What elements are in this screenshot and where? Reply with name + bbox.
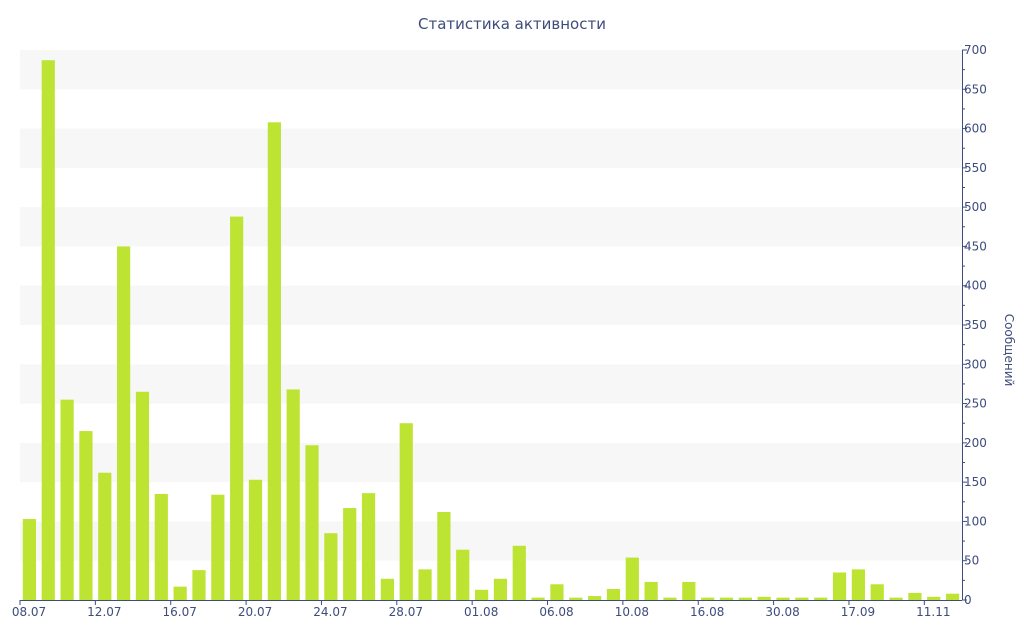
bar[interactable] [399, 423, 413, 600]
bar[interactable] [738, 597, 752, 600]
bar[interactable] [814, 597, 828, 600]
bar[interactable] [192, 570, 206, 600]
bar[interactable] [776, 597, 790, 600]
bar[interactable] [230, 216, 244, 600]
bar[interactable] [154, 493, 168, 600]
bar[interactable] [701, 597, 715, 600]
y-tick-label: 300 [964, 357, 987, 371]
bar[interactable] [437, 512, 451, 600]
x-tick-label: 16.07 [163, 605, 197, 619]
grid-band [20, 207, 962, 247]
bar[interactable] [927, 596, 941, 600]
bar[interactable] [606, 589, 621, 600]
bar[interactable] [380, 578, 394, 600]
bar[interactable] [267, 122, 281, 600]
x-tick-label: 10.08 [615, 605, 649, 619]
y-tick-label: 50 [964, 554, 979, 568]
bar[interactable] [474, 589, 489, 600]
y-tick-label: 350 [964, 318, 987, 332]
y-tick-label: 200 [964, 436, 987, 450]
bar[interactable] [79, 431, 93, 600]
bar[interactable] [456, 549, 470, 600]
bar[interactable] [663, 597, 677, 600]
bar[interactable] [908, 592, 922, 600]
bar[interactable] [41, 60, 55, 600]
bar[interactable] [795, 597, 809, 600]
bar[interactable] [512, 545, 526, 600]
bar[interactable] [588, 596, 602, 600]
grid-band [20, 285, 962, 325]
grid-band [20, 364, 962, 404]
bar[interactable] [870, 584, 884, 600]
grid-band [20, 50, 962, 90]
bar[interactable] [135, 391, 150, 600]
bar[interactable] [305, 445, 319, 600]
bar[interactable] [60, 399, 74, 600]
bar[interactable] [682, 581, 696, 600]
x-tick-label: 20.07 [238, 605, 272, 619]
x-tick-label: 06.08 [539, 605, 573, 619]
bar[interactable] [418, 569, 432, 600]
y-tick-label: 150 [964, 475, 987, 489]
x-tick-label: 16.08 [690, 605, 724, 619]
bar[interactable] [493, 578, 508, 600]
y-tick-label: 650 [964, 82, 987, 96]
bar[interactable] [22, 519, 37, 600]
bar[interactable] [117, 246, 131, 600]
bar[interactable] [832, 572, 847, 601]
y-tick-label: 250 [964, 397, 987, 411]
x-tick-label: 11.11 [916, 605, 950, 619]
bar[interactable] [343, 508, 357, 600]
x-tick-label: 30.08 [765, 605, 799, 619]
bar[interactable] [173, 586, 187, 600]
y-tick-label: 550 [964, 161, 987, 175]
grid-band [20, 521, 962, 561]
y-axis-title: Сообщений [1002, 314, 1016, 387]
bar[interactable] [757, 596, 771, 600]
x-tick-label: 12.07 [87, 605, 121, 619]
bar[interactable] [324, 533, 338, 600]
x-tick-label: 17.09 [841, 605, 875, 619]
bar[interactable] [569, 597, 583, 600]
bar[interactable] [889, 597, 903, 600]
bar[interactable] [286, 389, 300, 600]
y-tick-label: 400 [964, 279, 987, 293]
bar[interactable] [719, 597, 734, 600]
x-tick-label: 01.08 [464, 605, 498, 619]
bar[interactable] [945, 593, 960, 600]
bar[interactable] [248, 479, 263, 600]
y-tick-label: 600 [964, 122, 987, 136]
bar[interactable] [644, 581, 658, 600]
bar[interactable] [361, 493, 376, 600]
y-tick-label: 700 [964, 43, 987, 57]
bar[interactable] [531, 597, 545, 600]
grid-band [20, 128, 962, 168]
y-tick-label: 100 [964, 514, 987, 528]
y-tick-label: 450 [964, 239, 987, 253]
grid-band [20, 442, 962, 483]
y-tick-label: 500 [964, 200, 987, 214]
y-tick-label: 0 [964, 593, 972, 607]
x-tick-label: 24.07 [313, 605, 347, 619]
bar[interactable] [851, 569, 865, 600]
x-tick-label: 28.07 [389, 605, 423, 619]
bar[interactable] [550, 584, 564, 600]
bar[interactable] [211, 494, 225, 600]
chart-title: Статистика активности [418, 15, 606, 33]
bar[interactable] [98, 472, 112, 600]
x-tick-label: 08.07 [12, 605, 46, 619]
bar[interactable] [625, 557, 639, 600]
